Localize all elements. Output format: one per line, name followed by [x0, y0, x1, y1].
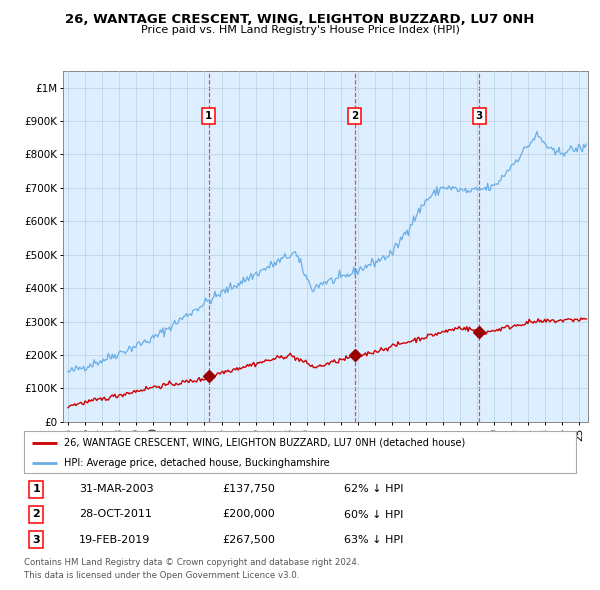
- Text: 62% ↓ HPI: 62% ↓ HPI: [344, 484, 404, 494]
- Text: 63% ↓ HPI: 63% ↓ HPI: [344, 535, 404, 545]
- Text: 26, WANTAGE CRESCENT, WING, LEIGHTON BUZZARD, LU7 0NH: 26, WANTAGE CRESCENT, WING, LEIGHTON BUZ…: [65, 13, 535, 26]
- Text: 3: 3: [476, 111, 483, 121]
- Text: £137,750: £137,750: [223, 484, 275, 494]
- Text: Price paid vs. HM Land Registry's House Price Index (HPI): Price paid vs. HM Land Registry's House …: [140, 25, 460, 35]
- Text: 3: 3: [32, 535, 40, 545]
- Text: This data is licensed under the Open Government Licence v3.0.: This data is licensed under the Open Gov…: [24, 571, 299, 579]
- Text: £267,500: £267,500: [223, 535, 275, 545]
- Text: 31-MAR-2003: 31-MAR-2003: [79, 484, 154, 494]
- Text: Contains HM Land Registry data © Crown copyright and database right 2024.: Contains HM Land Registry data © Crown c…: [24, 558, 359, 566]
- Text: 26, WANTAGE CRESCENT, WING, LEIGHTON BUZZARD, LU7 0NH (detached house): 26, WANTAGE CRESCENT, WING, LEIGHTON BUZ…: [64, 438, 465, 448]
- Text: 2: 2: [32, 510, 40, 519]
- Text: 1: 1: [32, 484, 40, 494]
- Text: 2: 2: [351, 111, 358, 121]
- Text: 1: 1: [205, 111, 212, 121]
- Text: 19-FEB-2019: 19-FEB-2019: [79, 535, 151, 545]
- Text: £200,000: £200,000: [223, 510, 275, 519]
- Text: 60% ↓ HPI: 60% ↓ HPI: [344, 510, 404, 519]
- Text: 28-OCT-2011: 28-OCT-2011: [79, 510, 152, 519]
- Text: HPI: Average price, detached house, Buckinghamshire: HPI: Average price, detached house, Buck…: [64, 458, 329, 467]
